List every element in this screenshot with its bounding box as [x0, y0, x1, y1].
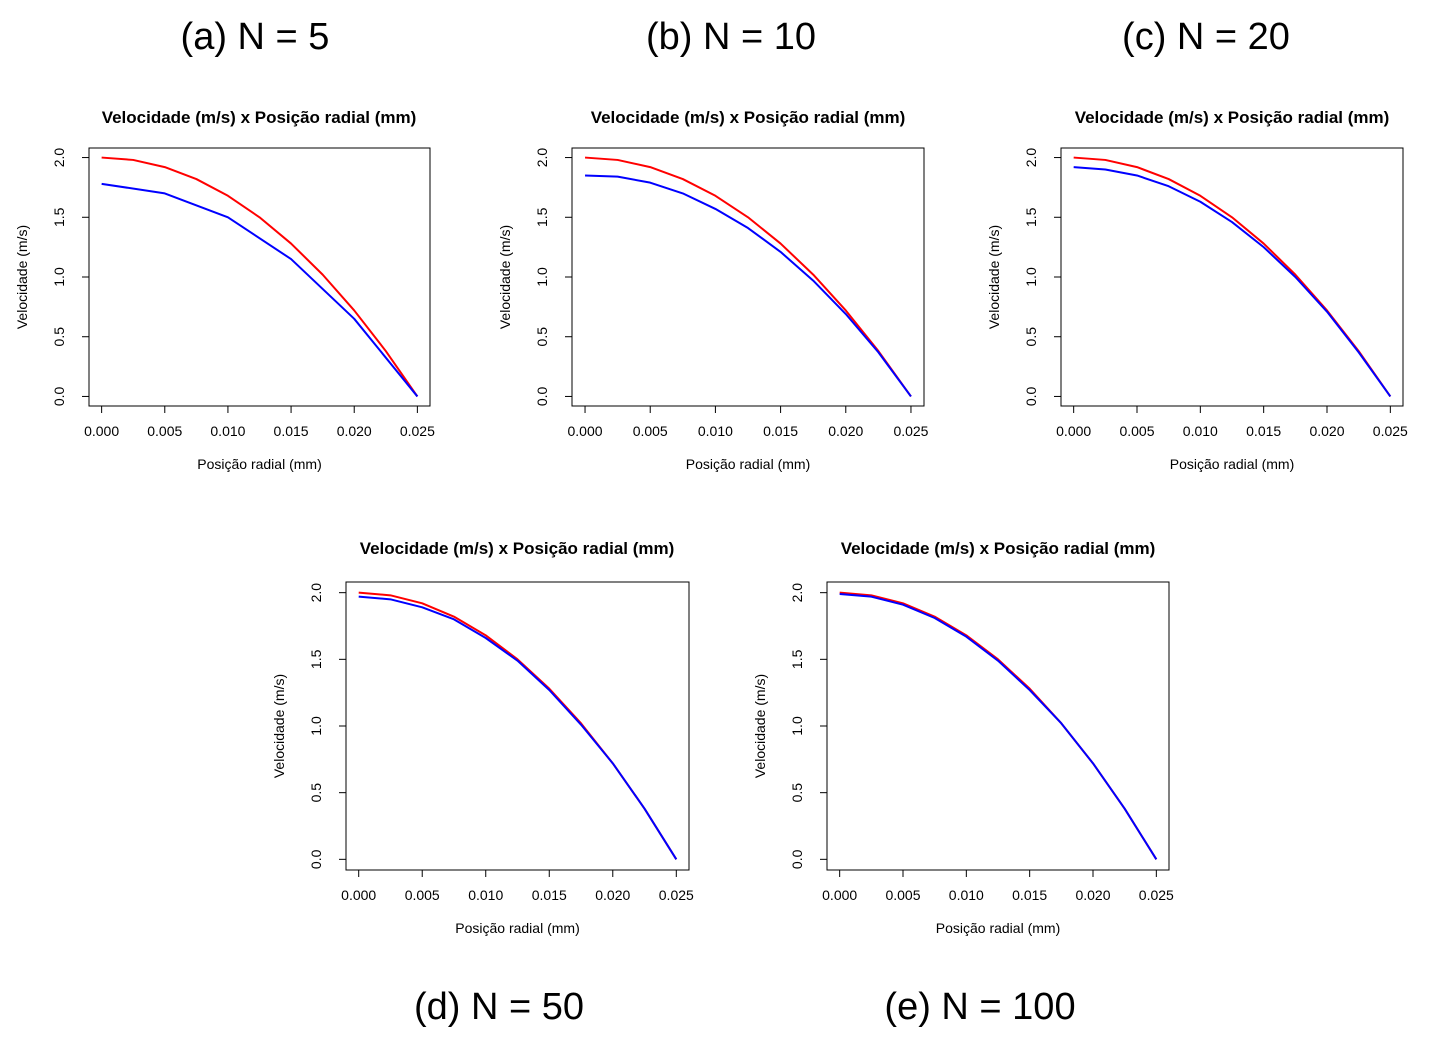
x-tick-label: 0.015 — [1012, 887, 1047, 903]
series-line-red — [840, 593, 1157, 860]
x-tick-label: 0.020 — [1075, 887, 1110, 903]
x-axis-label: Posição radial (mm) — [936, 920, 1060, 936]
x-tick-label: 0.005 — [885, 887, 920, 903]
y-tick-label: 1.5 — [789, 649, 805, 669]
y-tick-label: 0.0 — [789, 849, 805, 869]
x-tick-label: 0.000 — [822, 887, 857, 903]
x-tick-label: 0.010 — [949, 887, 984, 903]
x-tick-label: 0.025 — [1139, 887, 1174, 903]
series-line-blue — [840, 594, 1157, 859]
y-tick-label: 1.0 — [789, 716, 805, 736]
y-tick-label: 0.5 — [789, 783, 805, 803]
y-tick-label: 2.0 — [789, 583, 805, 603]
chart-title: Velocidade (m/s) x Posição radial (mm) — [841, 539, 1156, 558]
y-axis-label: Velocidade (m/s) — [752, 674, 768, 778]
plot-frame — [827, 582, 1169, 870]
